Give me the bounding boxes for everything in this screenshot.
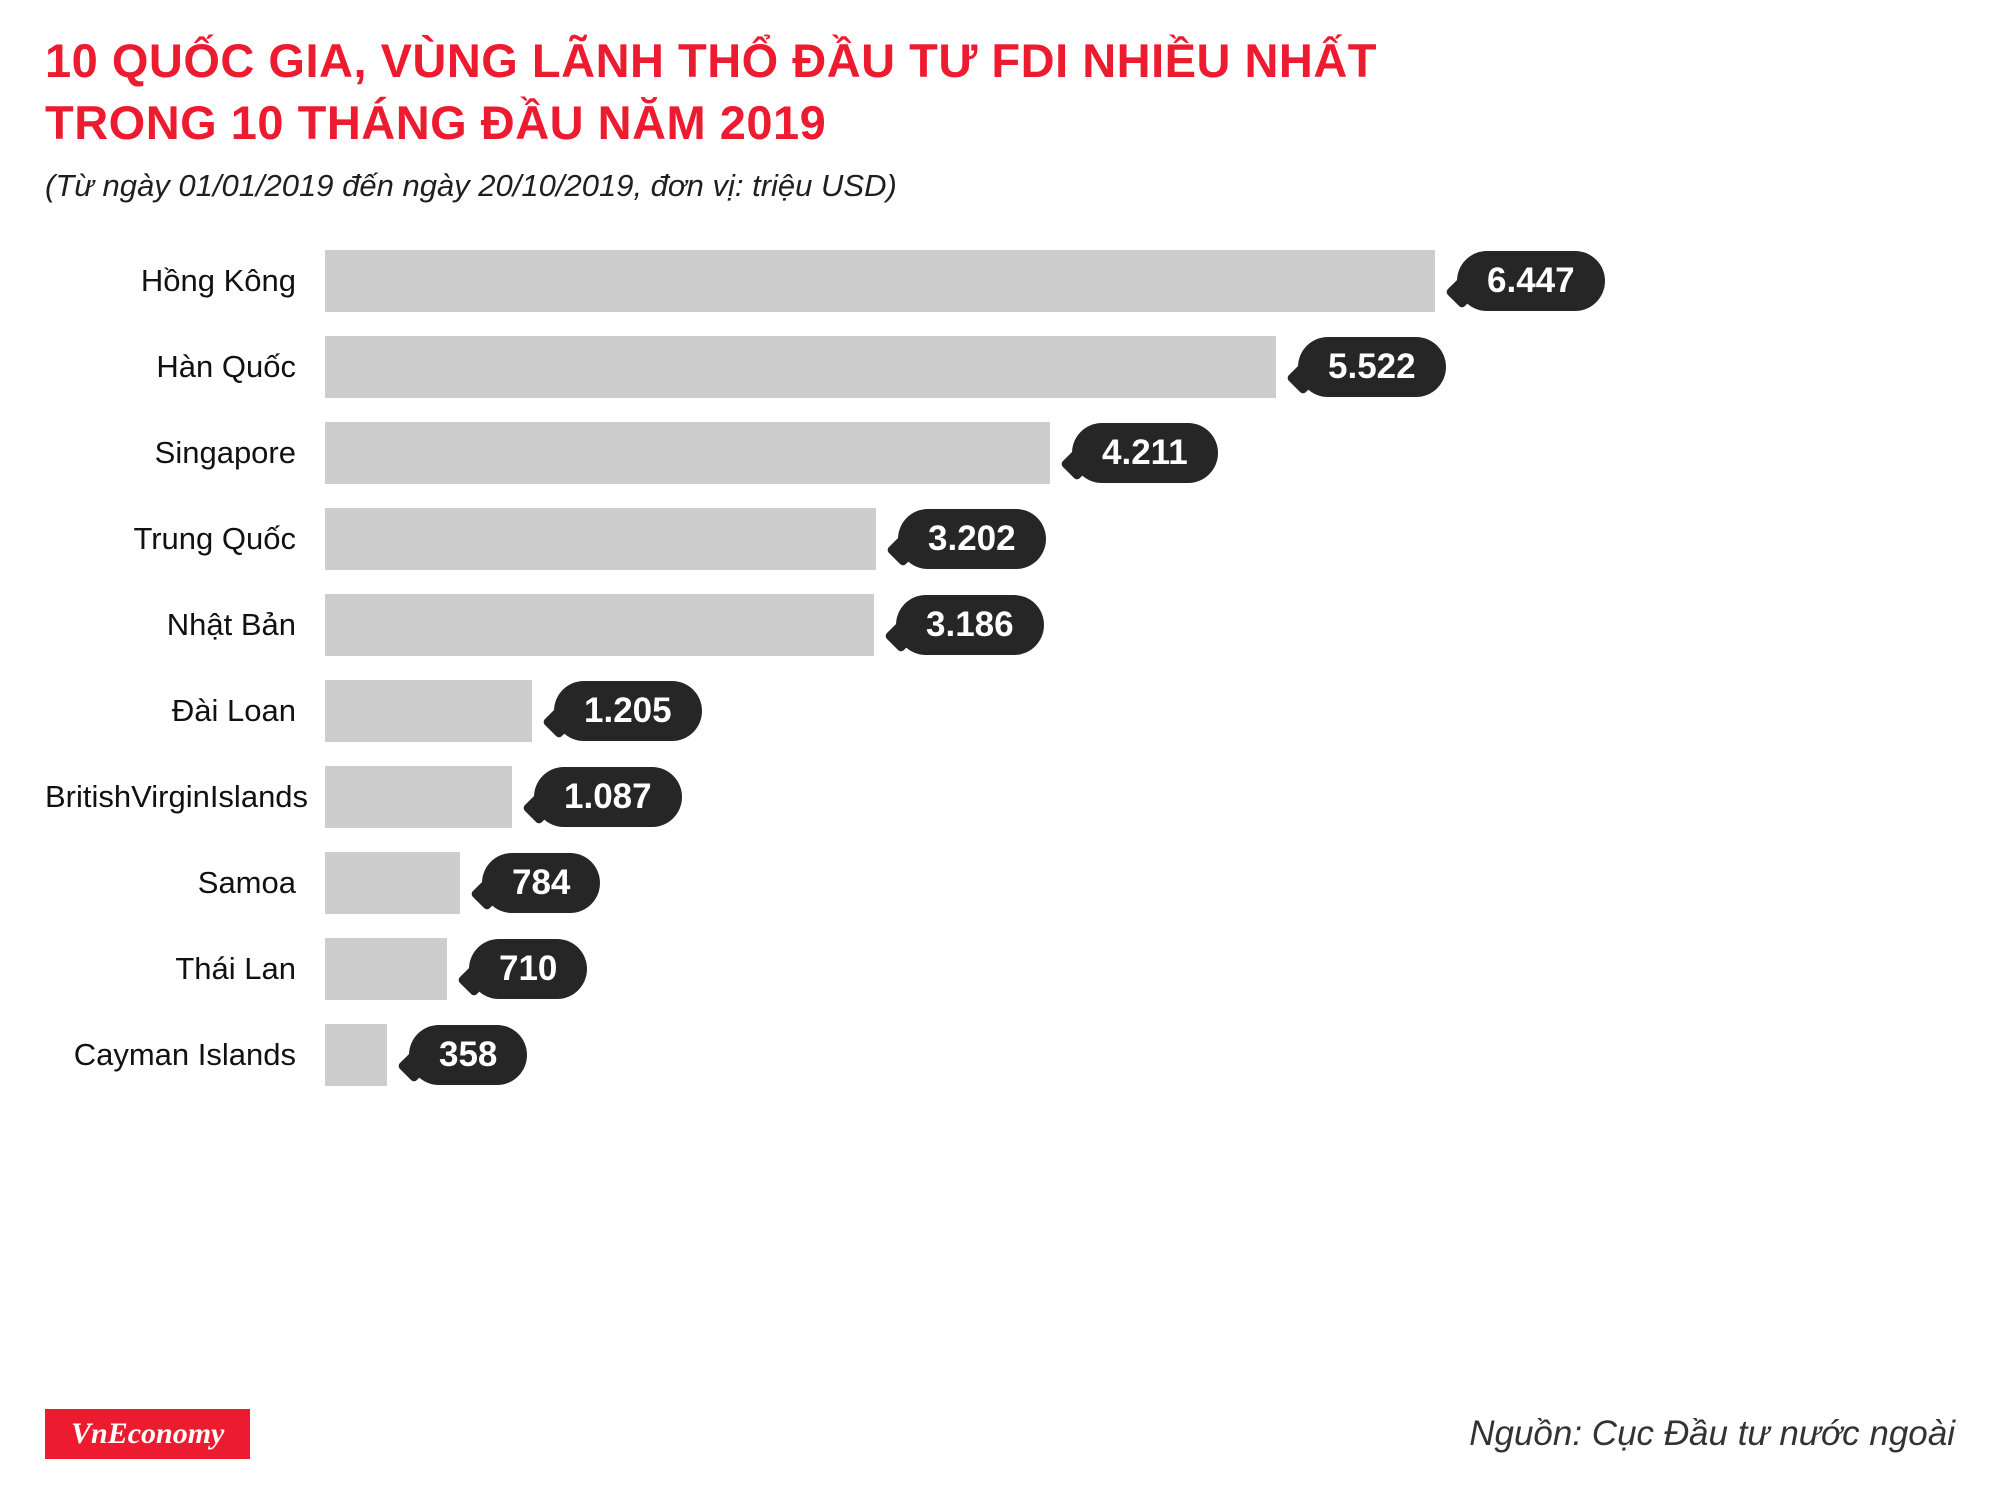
bar [325, 336, 1276, 399]
bar-area: 784 [325, 852, 1955, 915]
bar-area: 1.205 [325, 680, 1955, 743]
value-badge-text: 3.186 [926, 605, 1014, 645]
bar-label: BritishVirginIslands [45, 779, 309, 815]
bar-label: Cayman Islands [73, 1037, 296, 1073]
bar-area: 1.087 [325, 766, 1955, 829]
bar [325, 508, 876, 571]
bar-label: Hồng Kông [140, 263, 296, 299]
bar-label: Trung Quốc [133, 521, 296, 557]
chart-row: Samoa 784 [45, 852, 1955, 915]
chart-row: Hàn Quốc 5.522 [45, 336, 1955, 399]
value-badge-text: 6.447 [1487, 261, 1575, 301]
bar [325, 766, 512, 829]
bar [325, 852, 460, 915]
page-title-line1: 10 QUỐC GIA, VÙNG LÃNH THỔ ĐẦU TƯ FDI NH… [45, 34, 1378, 87]
bar-area: 5.522 [325, 336, 1955, 399]
value-badge-text: 710 [499, 949, 558, 989]
bar [325, 594, 874, 657]
value-badge-text: 3.202 [928, 519, 1016, 559]
bar-area: 6.447 [325, 250, 1955, 313]
vneconomy-logo: VnEconomy [45, 1409, 251, 1459]
value-badge-text: 4.211 [1102, 433, 1188, 473]
chart-row: BritishVirginIslands 1.087 [45, 766, 1955, 829]
value-badge-text: 1.087 [564, 777, 652, 817]
footer: VnEconomy Nguồn: Cục Đầu tư nước ngoài [45, 1409, 1955, 1459]
chart-row: Trung Quốc 3.202 [45, 508, 1955, 571]
bar-area: 358 [325, 1024, 1955, 1087]
bar-label: Samoa [197, 865, 296, 901]
bar [325, 422, 1050, 485]
chart-row: Cayman Islands 358 [45, 1024, 1955, 1087]
bar-area: 3.202 [325, 508, 1955, 571]
page-title: 10 QUỐC GIA, VÙNG LÃNH THỔ ĐẦU TƯ FDI NH… [45, 30, 1955, 154]
page-subtitle: (Từ ngày 01/01/2019 đến ngày 20/10/2019,… [45, 168, 897, 204]
value-badge-text: 358 [439, 1035, 498, 1075]
bar [325, 680, 532, 743]
value-badge: 358 [409, 1025, 528, 1086]
value-badge: 4.211 [1072, 423, 1218, 484]
value-badge: 5.522 [1298, 337, 1446, 398]
value-badge: 784 [482, 853, 601, 914]
source-credit: Nguồn: Cục Đầu tư nước ngoài [1469, 1414, 1955, 1453]
value-badge: 710 [469, 939, 588, 1000]
bar-label: Thái Lan [175, 951, 296, 987]
bar-label: Nhật Bản [166, 607, 296, 643]
bar-chart: Hồng Kông 6.447 Hàn Quốc 5.522 Singapore… [45, 250, 1955, 1087]
chart-row: Singapore 4.211 [45, 422, 1955, 485]
bar-label: Hàn Quốc [156, 349, 296, 385]
value-badge: 1.087 [534, 767, 682, 828]
bar [325, 250, 1435, 313]
chart-row: Hồng Kông 6.447 [45, 250, 1955, 313]
value-badge: 6.447 [1457, 251, 1605, 312]
chart-row: Nhật Bản 3.186 [45, 594, 1955, 657]
bar-area: 3.186 [325, 594, 1955, 657]
infographic-page: 10 QUỐC GIA, VÙNG LÃNH THỔ ĐẦU TƯ FDI NH… [0, 0, 2000, 1086]
value-badge: 3.202 [898, 509, 1046, 570]
value-badge: 3.186 [896, 595, 1044, 656]
value-badge-text: 5.522 [1328, 347, 1416, 387]
page-title-line2: TRONG 10 THÁNG ĐẦU NĂM 2019 [45, 96, 827, 150]
bar [325, 938, 447, 1001]
value-badge-text: 1.205 [584, 691, 672, 731]
chart-rows: Hồng Kông 6.447 Hàn Quốc 5.522 Singapore… [45, 250, 1955, 1087]
bar-area: 4.211 [325, 422, 1955, 485]
value-badge: 1.205 [554, 681, 702, 742]
bar-label: Singapore [154, 435, 296, 471]
chart-row: Thái Lan 710 [45, 938, 1955, 1001]
value-badge-text: 784 [512, 863, 571, 903]
bar [325, 1024, 387, 1087]
bar-label: Đài Loan [171, 693, 296, 729]
chart-row: Đài Loan 1.205 [45, 680, 1955, 743]
bar-area: 710 [325, 938, 1955, 1001]
